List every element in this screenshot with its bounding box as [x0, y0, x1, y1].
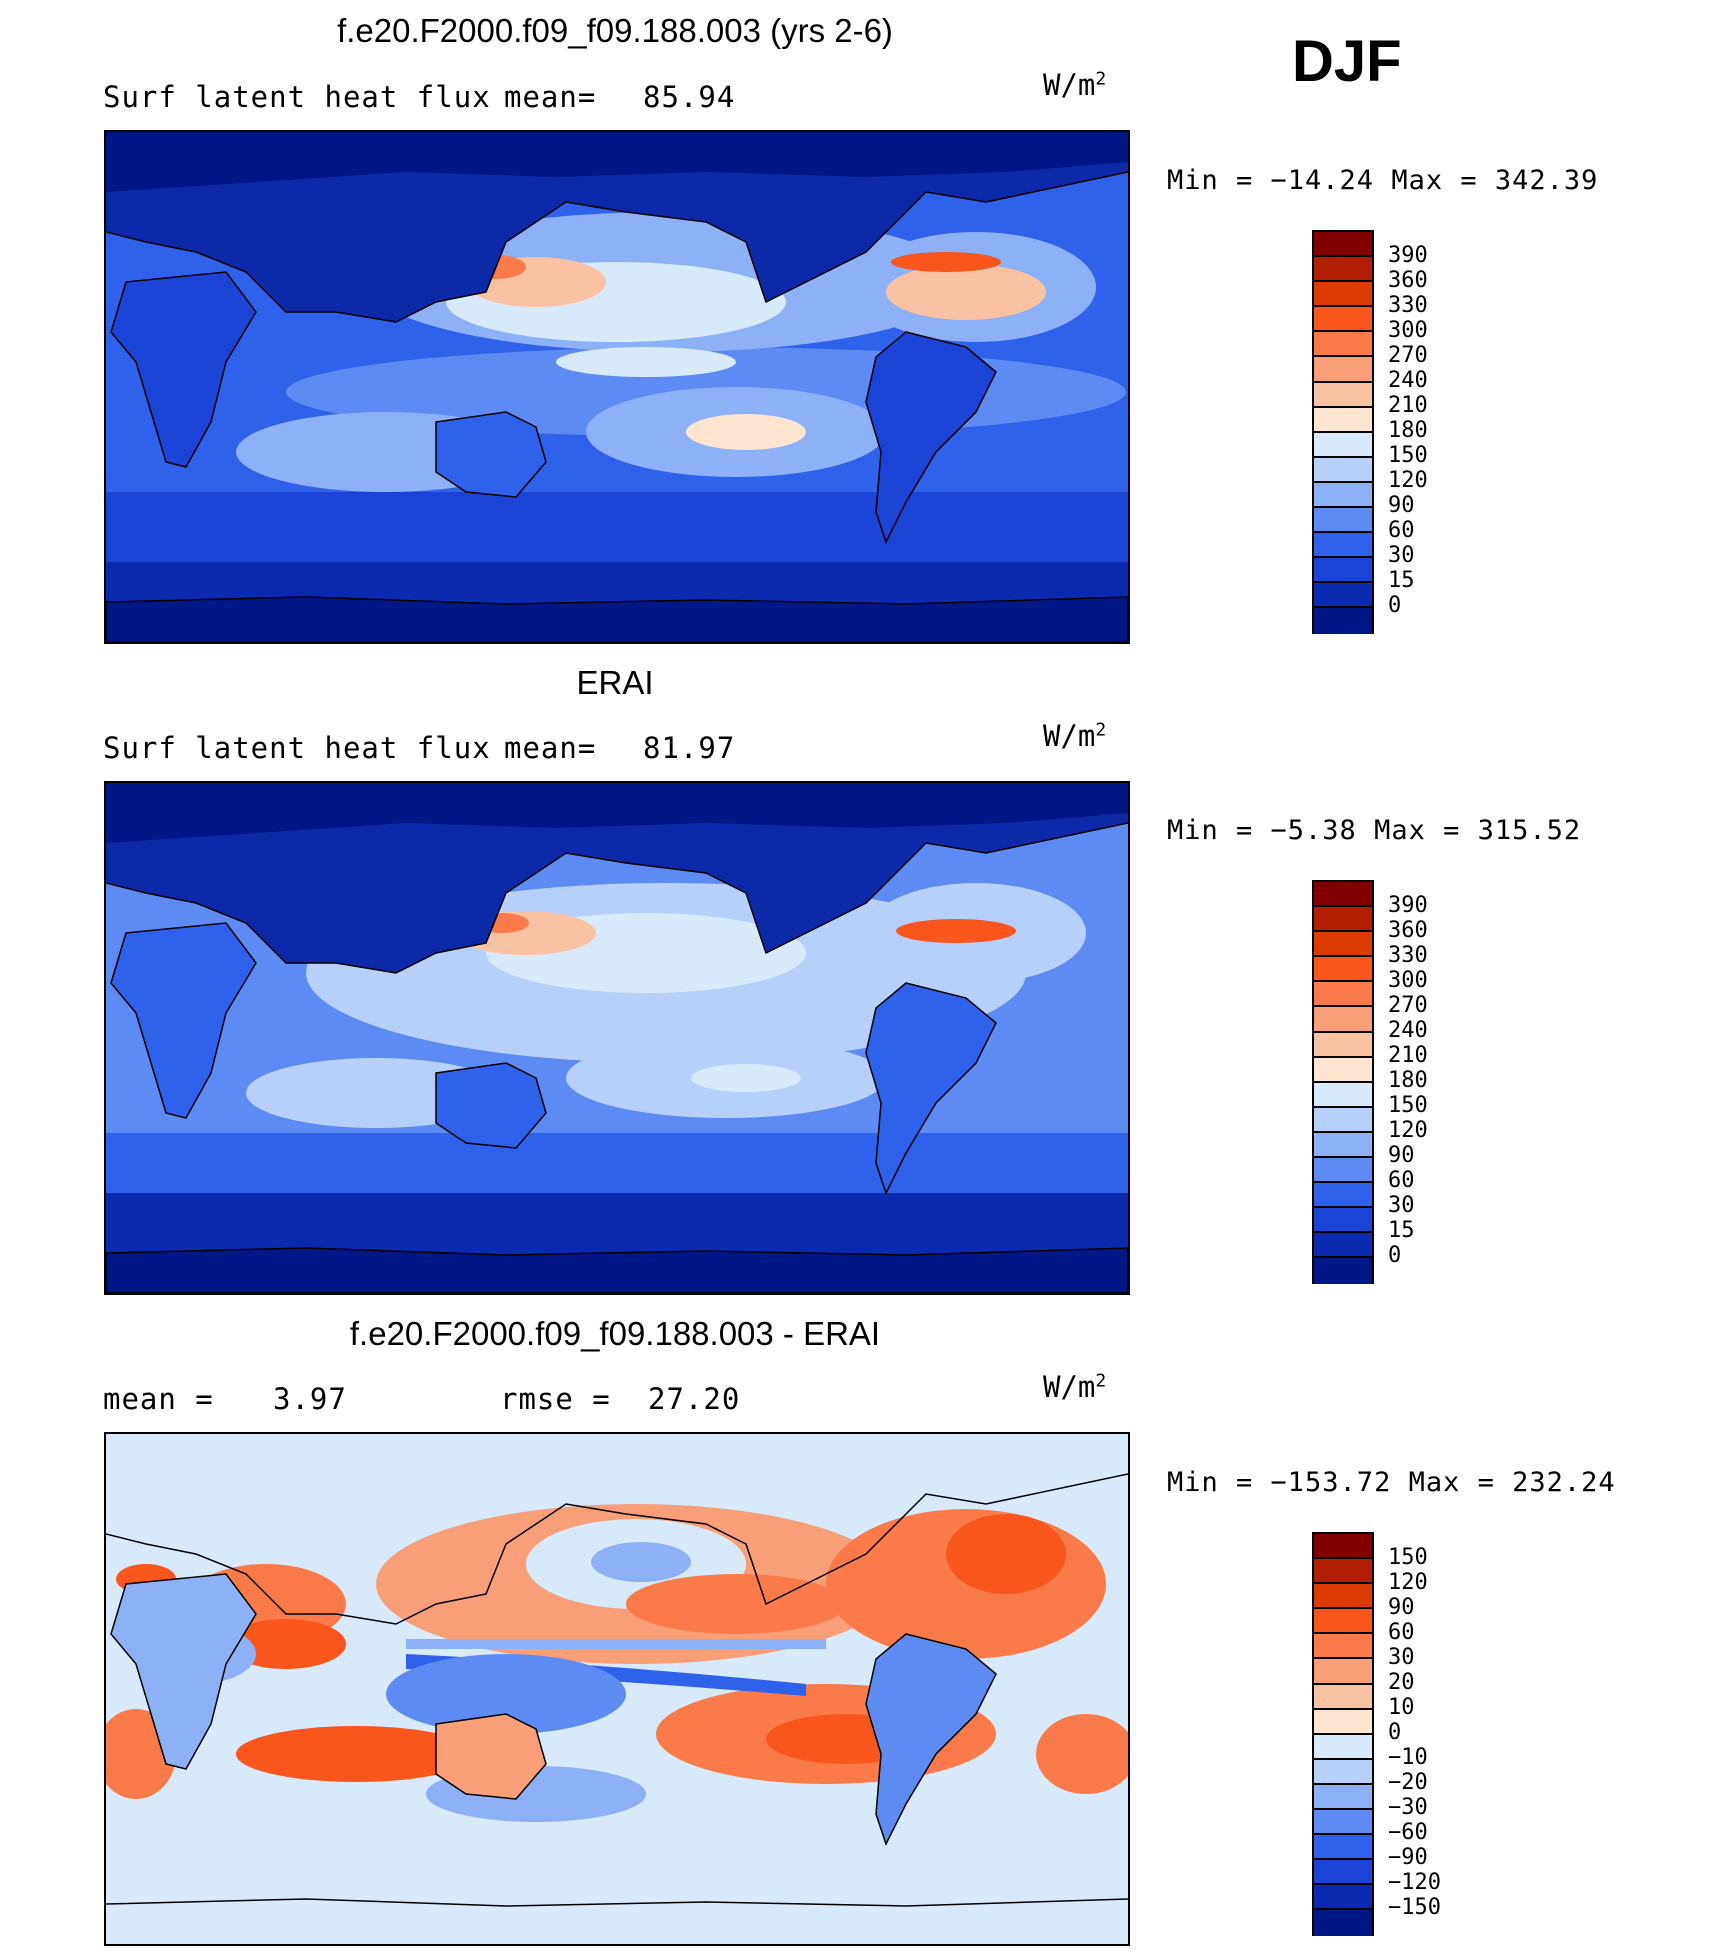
cbar2-tick: 30 [1388, 1193, 1415, 1218]
panel1-title: f.e20.F2000.f09_f09.188.003 (yrs 2-6) [337, 12, 893, 49]
panel3-rmse-label: rmse = [500, 1382, 611, 1416]
panel3-colorbar-labels: 150 120 90 60 30 20 10 0 −10 −20 −30 −60… [1388, 1532, 1508, 1936]
cbar3-tick: 30 [1388, 1645, 1415, 1670]
cbar1-tick: 90 [1388, 493, 1415, 518]
cbar2-tick: 180 [1388, 1068, 1428, 1093]
panel1-colorbar [1312, 230, 1374, 634]
panel3-rmse-value: 27.20 [648, 1382, 741, 1416]
panel1-units: W/m2 [1043, 68, 1107, 102]
panel3-map [104, 1432, 1130, 1946]
cbar3-tick: −120 [1388, 1870, 1441, 1895]
cbar3-tick: −10 [1388, 1745, 1428, 1770]
panel1-map [104, 130, 1130, 644]
cbar3-tick: −150 [1388, 1895, 1441, 1920]
season-label: DJF [1292, 29, 1402, 94]
cbar2-tick: 90 [1388, 1143, 1415, 1168]
cbar1-tick: 180 [1388, 418, 1428, 443]
cbar1-tick: 270 [1388, 343, 1428, 368]
panel1-mean-value: 85.94 [643, 80, 736, 114]
panel2-colorbar [1312, 880, 1374, 1284]
cbar2-tick: 120 [1388, 1118, 1428, 1143]
cbar3-tick: 90 [1388, 1595, 1415, 1620]
panel3-minmax: Min = −153.72 Max = 232.24 [1167, 1467, 1616, 1498]
panel1-colorbar-labels: 390 360 330 300 270 240 210 180 150 120 … [1388, 230, 1498, 634]
panel3-mean-value: 3.97 [273, 1382, 347, 1416]
cbar1-tick: 120 [1388, 468, 1428, 493]
cbar1-tick: 390 [1388, 243, 1428, 268]
cbar3-tick: 20 [1388, 1670, 1415, 1695]
panel2-colorbar-labels: 390 360 330 300 270 240 210 180 150 120 … [1388, 880, 1498, 1284]
panel1-variable-label: Surf latent heat flux [103, 80, 491, 114]
panel3-title: f.e20.F2000.f09_f09.188.003 - ERAI [349, 1315, 881, 1352]
cbar2-tick: 390 [1388, 893, 1428, 918]
panel3-colorbar [1312, 1532, 1374, 1936]
panel2-map [104, 781, 1130, 1295]
panel1-mean-label: mean= [504, 80, 597, 114]
cbar1-tick: 0 [1388, 593, 1402, 618]
cbar2-tick: 270 [1388, 993, 1428, 1018]
cbar2-tick: 330 [1388, 943, 1428, 968]
cbar1-tick: 360 [1388, 268, 1428, 293]
cbar3-tick: 10 [1388, 1695, 1415, 1720]
panel3-units: W/m2 [1043, 1370, 1107, 1404]
cbar3-tick: 150 [1388, 1545, 1428, 1570]
cbar2-tick: 0 [1388, 1243, 1402, 1268]
cbar1-tick: 30 [1388, 543, 1415, 568]
panel3-mean-label: mean = [103, 1382, 214, 1416]
panel2-title: ERAI [576, 664, 654, 701]
cbar3-tick: 60 [1388, 1620, 1415, 1645]
panel1-minmax: Min = −14.24 Max = 342.39 [1167, 165, 1599, 196]
cbar2-tick: 240 [1388, 1018, 1428, 1043]
cbar1-tick: 150 [1388, 443, 1428, 468]
panel2-mean-label: mean= [504, 731, 597, 765]
cbar1-tick: 330 [1388, 293, 1428, 318]
cbar1-tick: 300 [1388, 318, 1428, 343]
cbar3-tick: −30 [1388, 1795, 1428, 1820]
cbar2-tick: 360 [1388, 918, 1428, 943]
cbar1-tick: 15 [1388, 568, 1415, 593]
cbar2-tick: 210 [1388, 1043, 1428, 1068]
cbar3-tick: 0 [1388, 1720, 1402, 1745]
cbar3-tick: 120 [1388, 1570, 1428, 1595]
panel2-variable-label: Surf latent heat flux [103, 731, 491, 765]
cbar3-tick: −20 [1388, 1770, 1428, 1795]
cbar3-tick: −60 [1388, 1820, 1428, 1845]
cbar2-tick: 300 [1388, 968, 1428, 993]
cbar2-tick: 150 [1388, 1093, 1428, 1118]
cbar1-tick: 60 [1388, 518, 1415, 543]
cbar2-tick: 15 [1388, 1218, 1415, 1243]
cbar2-tick: 60 [1388, 1168, 1415, 1193]
panel2-units: W/m2 [1043, 719, 1107, 753]
cbar1-tick: 210 [1388, 393, 1428, 418]
cbar3-tick: −90 [1388, 1845, 1428, 1870]
panel2-mean-value: 81.97 [643, 731, 736, 765]
panel2-minmax: Min = −5.38 Max = 315.52 [1167, 815, 1582, 846]
cbar1-tick: 240 [1388, 368, 1428, 393]
